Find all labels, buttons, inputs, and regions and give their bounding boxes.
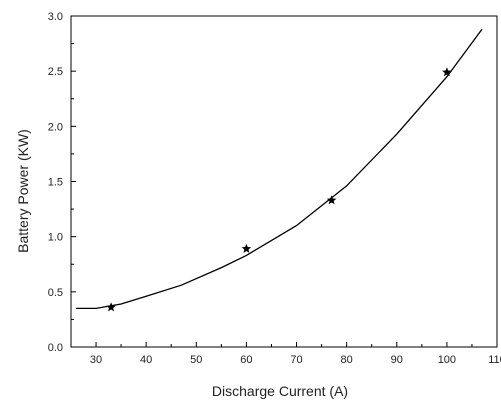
y-axis-title: Battery Power (KW) xyxy=(15,129,31,253)
y-tick-label: 0.5 xyxy=(48,287,63,299)
plot-frame xyxy=(70,15,498,348)
y-tick-label: 1.5 xyxy=(48,177,63,189)
x-tick-label: 40 xyxy=(140,354,152,366)
y-tick-label: 0.0 xyxy=(48,342,63,354)
x-tick-label: 80 xyxy=(341,354,353,366)
x-tick-label: 50 xyxy=(190,354,202,366)
x-tick-label: 110 xyxy=(488,354,501,366)
data-point-star xyxy=(241,243,252,253)
y-tick-label: 2.0 xyxy=(48,121,63,133)
x-tick-label: 60 xyxy=(240,354,252,366)
x-axis-title: Discharge Current (A) xyxy=(212,383,348,399)
data-point-star xyxy=(442,67,452,77)
y-tick-label: 1.0 xyxy=(48,232,63,244)
y-tick-label: 3.0 xyxy=(48,11,63,23)
x-tick-label: 90 xyxy=(391,354,403,366)
data-point-star xyxy=(106,302,116,312)
x-tick-label: 100 xyxy=(438,354,456,366)
marker-group xyxy=(106,67,452,312)
x-tick-label: 30 xyxy=(90,354,102,366)
tick-label-group: 30 40 50 60 70 80 90 100 110 0.0 0.5 1.0 1.5 2.0 2.5 3.… xyxy=(48,11,501,366)
tick-group xyxy=(71,15,498,348)
x-tick-label: 70 xyxy=(290,354,302,366)
y-tick-label: 2.5 xyxy=(48,66,63,78)
data-point-star xyxy=(326,195,337,205)
fit-curve xyxy=(76,28,483,310)
